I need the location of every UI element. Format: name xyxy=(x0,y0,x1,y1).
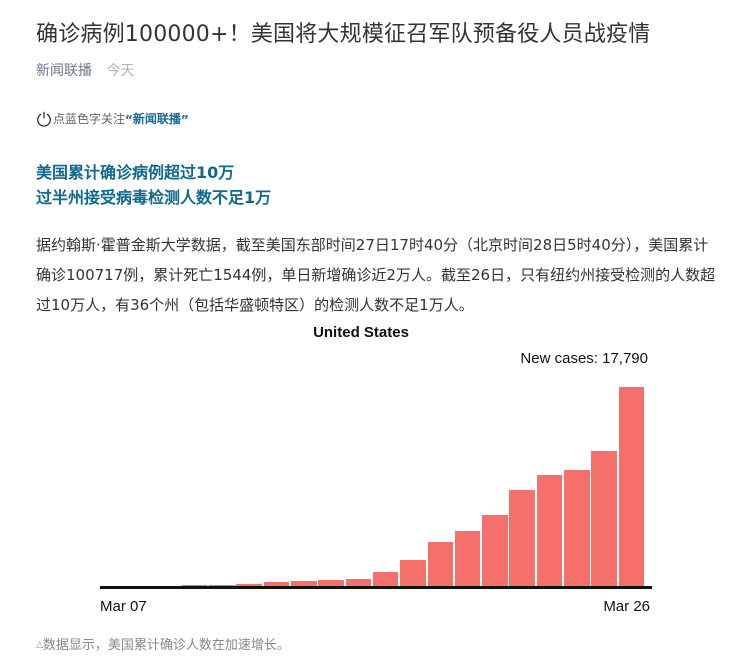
bar-mar-21 xyxy=(482,515,508,587)
image-caption: △数据显示，美国累计确诊人数在加速增长。 xyxy=(36,634,290,653)
x-tick-first: Mar 07 xyxy=(100,598,147,615)
follow-prefix: 点蓝色字关注 xyxy=(53,112,126,126)
bar-mar-22 xyxy=(509,490,535,587)
bar-series xyxy=(100,378,652,587)
subheading-line-2: 过半州接受病毒检测人数不足1万 xyxy=(36,188,272,207)
bar-mar-18 xyxy=(400,560,426,587)
chart-plot-area xyxy=(100,378,652,589)
bar-mar-24 xyxy=(564,470,590,587)
power-icon xyxy=(37,111,51,127)
article-title: 确诊病例100000+！美国将大规模征召军队预备役人员战疫情 xyxy=(36,22,651,47)
article-paragraph: 据约翰斯·霍普金斯大学数据，截至美国东部时间27日17时40分（北京时间28日5… xyxy=(36,236,716,314)
new-cases-chart: United States New cases: 17,790 Mar 07 M… xyxy=(96,318,656,618)
bar-mar-17 xyxy=(372,572,399,587)
bar-mar-16 xyxy=(345,579,372,587)
quote-open: “ xyxy=(125,113,133,127)
follow-prompt: 点蓝色字关注 “新闻联播” xyxy=(36,110,189,127)
follow-account-link[interactable]: 新闻联播 xyxy=(132,112,181,126)
subheading: 美国累计确诊病例超过10万 过半州接受病毒检测人数不足1万 xyxy=(36,160,271,210)
bar-mar-23 xyxy=(536,475,563,587)
caption-text: 数据显示，美国累计确诊人数在加速增长。 xyxy=(42,638,290,653)
triangle-icon: △ xyxy=(36,640,43,650)
bar-mar-26 xyxy=(618,387,645,587)
subheading-line-1: 美国累计确诊病例超过10万 xyxy=(36,163,235,182)
bar-mar-13 xyxy=(263,582,290,587)
bar-mar-20 xyxy=(454,531,481,587)
bar-mar-14 xyxy=(291,581,317,587)
x-axis-line xyxy=(100,586,652,589)
chart-annotation: New cases: 17,790 xyxy=(520,350,648,367)
bar-mar-15 xyxy=(318,580,344,587)
publish-date: 今天 xyxy=(106,63,135,79)
x-tick-last: Mar 26 xyxy=(603,598,650,615)
bar-mar-12 xyxy=(236,584,262,587)
chart-title: United States xyxy=(313,324,409,341)
bar-mar-19 xyxy=(427,542,454,587)
bar-mar-25 xyxy=(591,451,617,587)
article-meta: 新闻联播 今天 xyxy=(36,60,134,80)
source-link[interactable]: 新闻联播 xyxy=(36,63,92,79)
quote-close: ” xyxy=(180,113,189,127)
